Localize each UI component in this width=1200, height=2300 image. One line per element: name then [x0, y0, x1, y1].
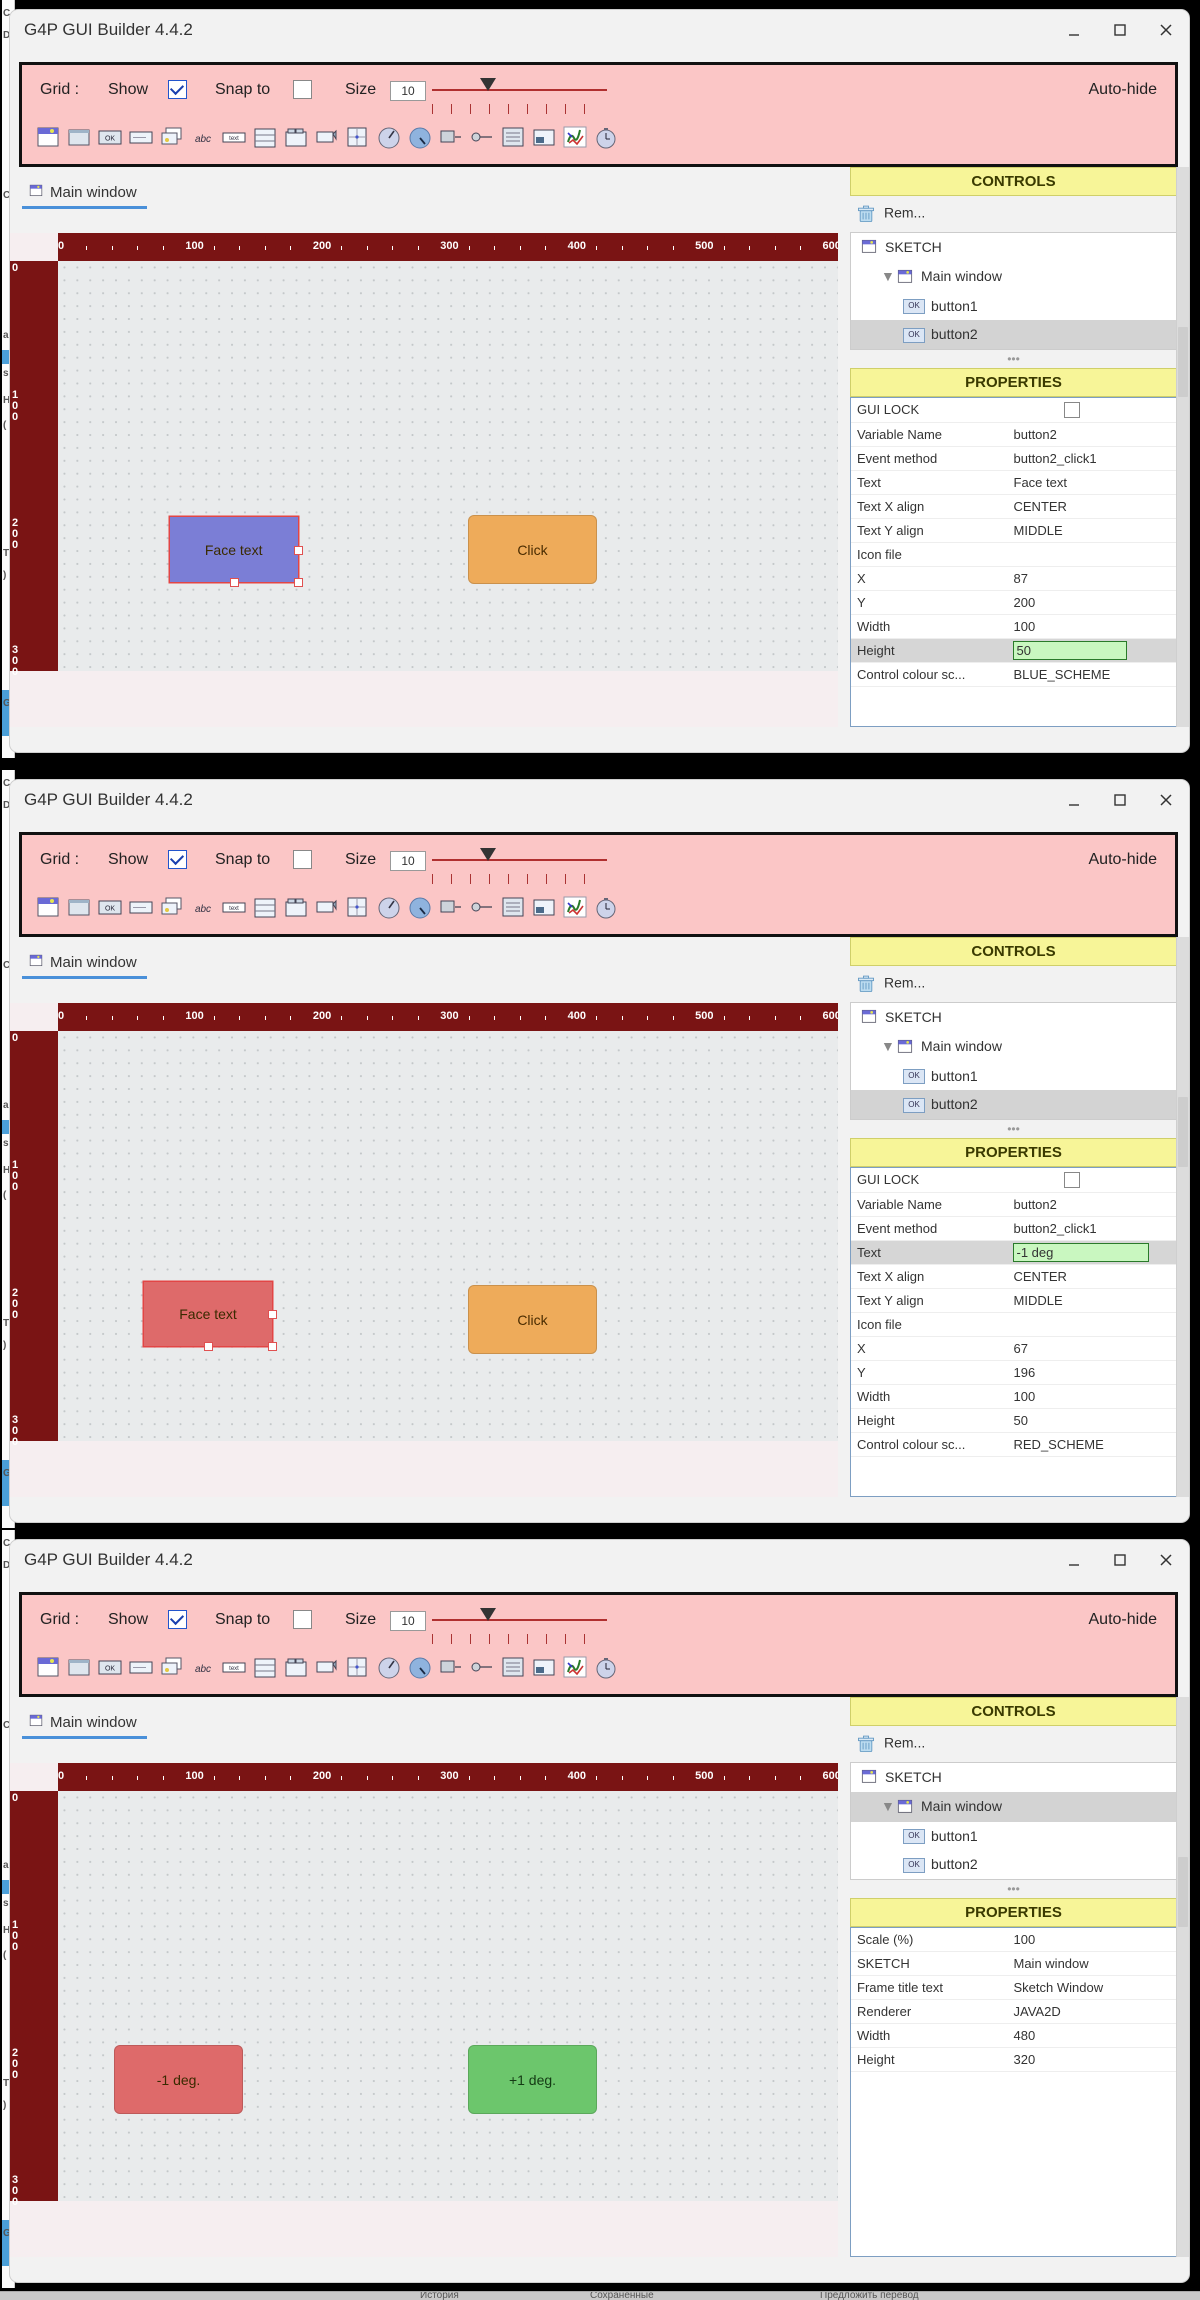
svg-text:text: text: [229, 1666, 239, 1672]
svg-text:abc: abc: [195, 134, 211, 145]
svg-text:OK: OK: [105, 1666, 115, 1673]
svg-text:text: text: [229, 906, 239, 912]
svg-text:abc: abc: [195, 1664, 211, 1675]
svg-text:abc: abc: [195, 904, 211, 915]
svg-text:OK: OK: [105, 136, 115, 143]
svg-text:OK: OK: [105, 906, 115, 913]
svg-text:text: text: [229, 136, 239, 142]
